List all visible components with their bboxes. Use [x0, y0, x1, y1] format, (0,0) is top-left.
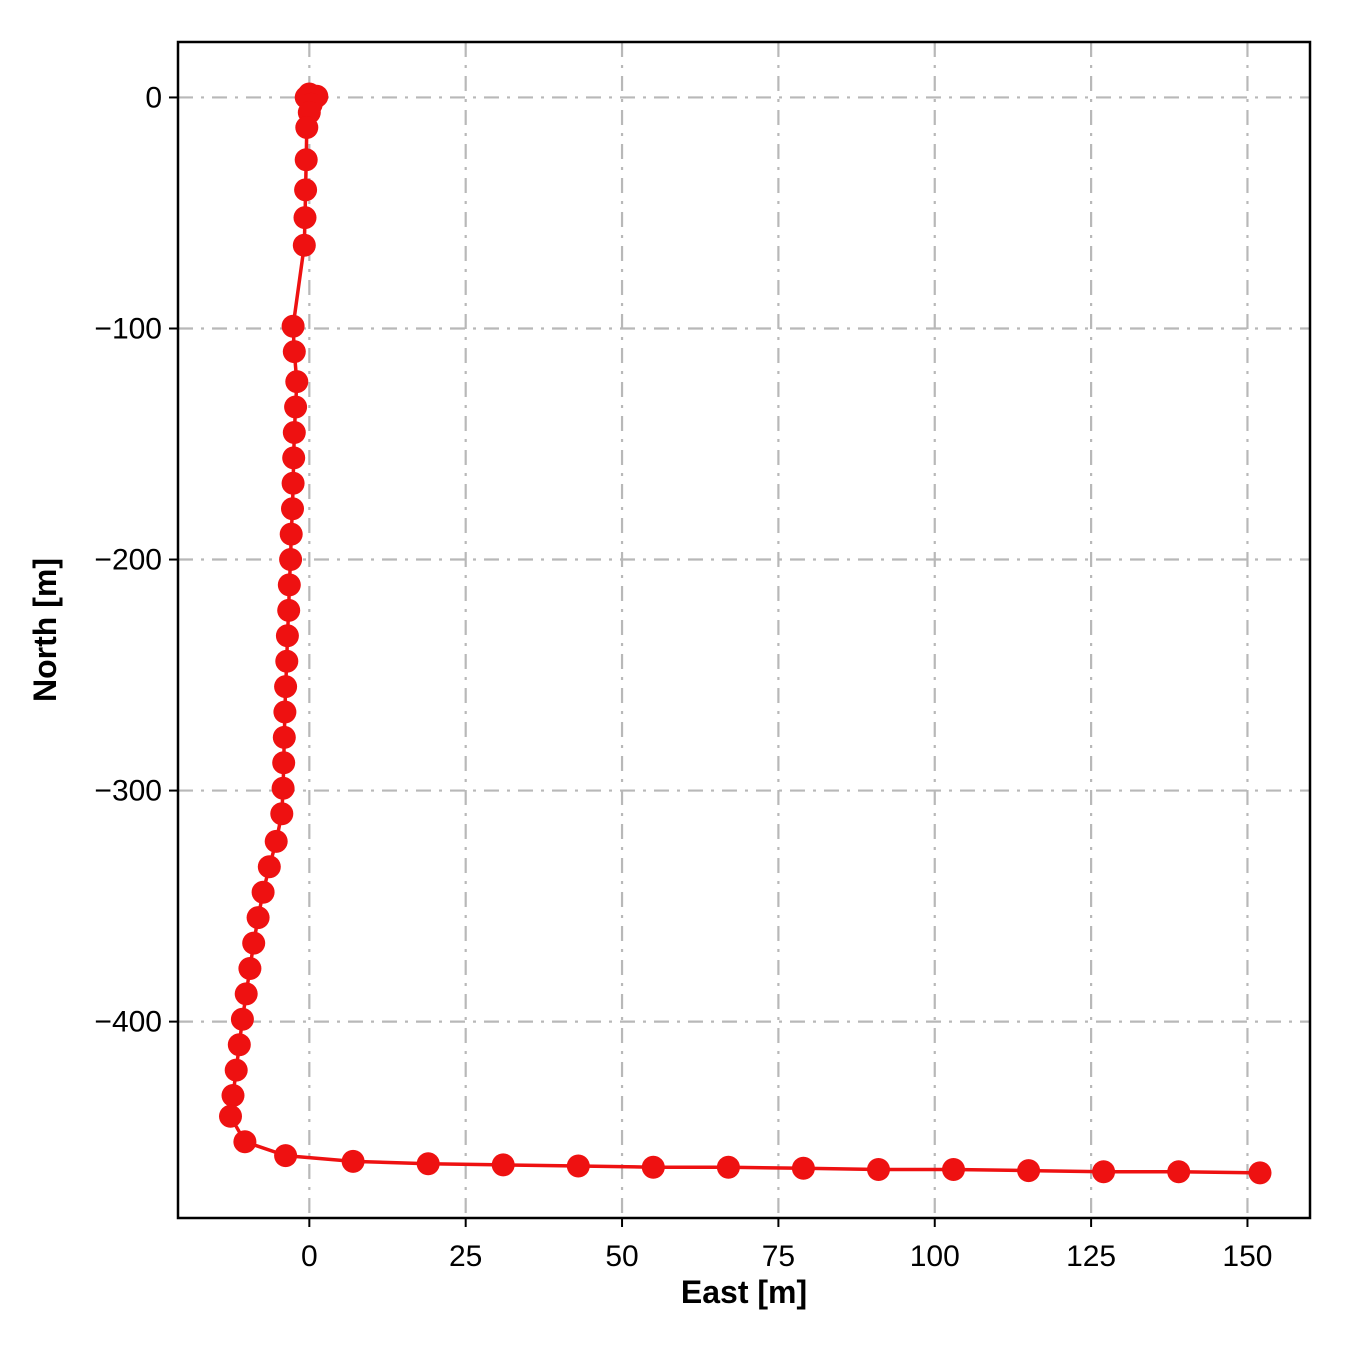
data-point	[416, 1152, 440, 1176]
data-point	[251, 880, 275, 904]
x-tick-label: 0	[301, 1240, 318, 1273]
data-point	[716, 1155, 740, 1179]
data-point	[242, 931, 266, 955]
data-point	[275, 624, 299, 648]
data-point	[1248, 1161, 1272, 1185]
trajectory-line	[228, 92, 1262, 1175]
data-point	[293, 206, 317, 230]
data-point	[282, 340, 306, 364]
data-point	[295, 116, 319, 139]
data-point	[274, 1144, 298, 1168]
data-point	[277, 573, 301, 597]
x-tick-label: 150	[1222, 1240, 1272, 1273]
data-point	[294, 148, 318, 172]
data-point	[282, 446, 306, 470]
data-point	[281, 497, 304, 521]
data-point	[271, 776, 295, 800]
data-point	[221, 1084, 245, 1107]
axis-tick-labels: 0 25 50 75 100 125 150 0 −100 −200 −300 −400	[94, 81, 1272, 1273]
x-tick-label: 50	[605, 1240, 638, 1273]
y-tick-label: −100	[94, 312, 162, 345]
data-point	[246, 906, 270, 930]
y-tick-label: 0	[145, 81, 162, 114]
data-point	[274, 675, 298, 699]
data-point	[238, 957, 262, 980]
data-point	[942, 1158, 965, 1181]
data-point	[272, 725, 296, 749]
data-point	[281, 314, 305, 338]
data-point	[1167, 1160, 1191, 1184]
data-point	[230, 1007, 254, 1031]
data-point	[264, 829, 288, 853]
x-tick-label: 100	[910, 1240, 960, 1273]
data-point	[341, 1149, 365, 1173]
y-tick-label: −300	[94, 775, 162, 808]
grid-lines	[178, 42, 1310, 1218]
data-point	[282, 421, 306, 444]
x-tick-label: 25	[449, 1240, 482, 1273]
axis-ticks	[169, 96, 1249, 1227]
x-tick-label: 75	[762, 1240, 795, 1273]
data-point	[224, 1058, 248, 1082]
data-point	[292, 233, 316, 257]
data-point	[270, 802, 294, 826]
data-point	[279, 548, 303, 571]
data-point	[279, 522, 303, 546]
trajectory-series	[219, 82, 1272, 1185]
data-point	[273, 700, 297, 724]
data-point	[277, 598, 301, 622]
y-tick-label: −200	[94, 544, 162, 577]
data-point	[227, 1033, 251, 1057]
data-point	[491, 1153, 515, 1177]
data-point	[867, 1158, 890, 1181]
x-tick-label: 125	[1066, 1240, 1116, 1273]
data-point	[257, 855, 281, 879]
data-point	[294, 178, 318, 202]
data-point	[1092, 1160, 1116, 1184]
data-point	[219, 1104, 242, 1128]
data-point	[281, 471, 305, 495]
data-point	[275, 649, 299, 673]
data-point	[284, 395, 308, 419]
y-axis-label: North [m]	[27, 558, 63, 702]
data-point	[1017, 1159, 1041, 1183]
data-point	[285, 370, 309, 394]
plot-border	[176, 40, 1312, 1220]
x-axis-label: East [m]	[681, 1274, 807, 1310]
data-point	[566, 1154, 590, 1178]
data-point	[233, 1130, 257, 1154]
y-tick-label: −400	[94, 1006, 162, 1039]
data-point	[641, 1155, 665, 1179]
data-point	[791, 1156, 815, 1180]
data-point	[272, 751, 296, 775]
data-point	[234, 982, 258, 1006]
